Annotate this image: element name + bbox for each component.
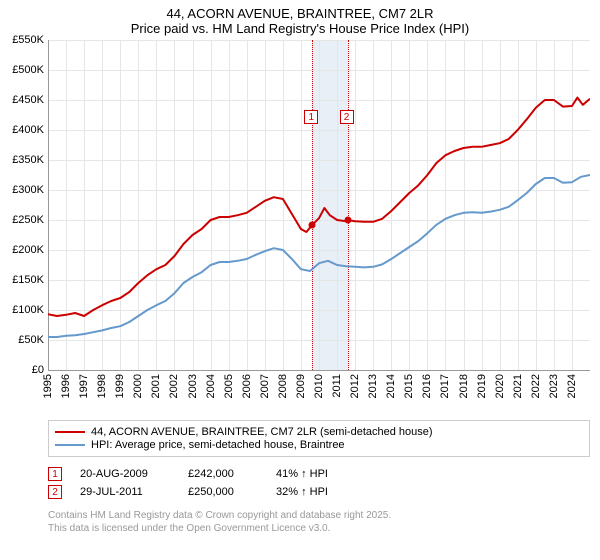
x-tick-label: 1997 [78,374,90,414]
event-table: 1 20-AUG-2009 £242,000 41% ↑ HPI 2 29-JUL-201… [48,463,590,503]
y-tick-label: £300K [0,184,44,196]
x-axis-ticks: 1995199619971998199920002001200220032004… [48,374,590,418]
legend-item: HPI: Average price, semi-detached house,… [55,439,583,451]
x-tick-label: 2013 [367,374,379,414]
x-tick-label: 2011 [331,374,343,414]
x-axis [48,370,590,371]
x-tick-label: 2012 [349,374,361,414]
event-date: 29-JUL-2011 [80,486,170,498]
event-price: £250,000 [188,486,258,498]
x-tick-label: 2022 [530,374,542,414]
x-tick-label: 1999 [114,374,126,414]
legend-swatch [55,444,85,446]
attribution: Contains HM Land Registry data © Crown c… [48,509,590,535]
x-tick-label: 2008 [277,374,289,414]
x-tick-label: 2001 [150,374,162,414]
event-row: 2 29-JUL-2011 £250,000 32% ↑ HPI [48,485,590,499]
sale-dot [309,221,316,228]
chart-area: £0£50K£100K£150K£200K£250K£300K£350K£400… [48,40,590,418]
series-svg [48,40,590,370]
event-marker-box: 1 [48,467,62,481]
event-delta: 41% ↑ HPI [276,468,328,480]
event-price: £242,000 [188,468,258,480]
x-tick-label: 2020 [494,374,506,414]
y-tick-label: £50K [0,334,44,346]
x-tick-label: 2015 [403,374,415,414]
x-tick-label: 2024 [566,374,578,414]
legend-swatch [55,431,85,433]
series-hpi [48,175,590,337]
x-tick-label: 2005 [223,374,235,414]
title-line-2: Price paid vs. HM Land Registry's House … [0,21,600,36]
x-tick-label: 2000 [132,374,144,414]
y-tick-label: £550K [0,34,44,46]
x-tick-label: 2006 [241,374,253,414]
y-tick-label: £0 [0,364,44,376]
x-tick-label: 2019 [476,374,488,414]
attribution-line-2: This data is licensed under the Open Gov… [48,522,590,535]
event-row: 1 20-AUG-2009 £242,000 41% ↑ HPI [48,467,590,481]
y-tick-label: £150K [0,274,44,286]
x-tick-label: 2004 [205,374,217,414]
x-tick-label: 2016 [421,374,433,414]
legend: 44, ACORN AVENUE, BRAINTREE, CM7 2LR (se… [48,420,590,457]
x-tick-label: 2023 [548,374,560,414]
title-line-1: 44, ACORN AVENUE, BRAINTREE, CM7 2LR [0,6,600,21]
x-tick-label: 2009 [295,374,307,414]
legend-label: 44, ACORN AVENUE, BRAINTREE, CM7 2LR (se… [91,426,433,438]
x-tick-label: 2007 [259,374,271,414]
plot-region: £0£50K£100K£150K£200K£250K£300K£350K£400… [48,40,590,370]
attribution-line-1: Contains HM Land Registry data © Crown c… [48,509,590,522]
x-tick-label: 2014 [385,374,397,414]
x-tick-label: 1995 [42,374,54,414]
y-tick-label: £450K [0,94,44,106]
chart-title: 44, ACORN AVENUE, BRAINTREE, CM7 2LR Pri… [0,0,600,36]
sale-dot [344,217,351,224]
y-tick-label: £250K [0,214,44,226]
x-tick-label: 2018 [458,374,470,414]
x-tick-label: 1998 [96,374,108,414]
y-tick-label: £350K [0,154,44,166]
y-tick-label: £200K [0,244,44,256]
legend-item: 44, ACORN AVENUE, BRAINTREE, CM7 2LR (se… [55,426,583,438]
x-tick-label: 2003 [187,374,199,414]
y-tick-label: £500K [0,64,44,76]
y-tick-label: £400K [0,124,44,136]
x-tick-label: 1996 [60,374,72,414]
y-tick-label: £100K [0,304,44,316]
event-delta: 32% ↑ HPI [276,486,328,498]
event-date: 20-AUG-2009 [80,468,170,480]
x-tick-label: 2010 [313,374,325,414]
x-tick-label: 2002 [168,374,180,414]
x-tick-label: 2017 [439,374,451,414]
event-marker-box: 2 [48,485,62,499]
legend-label: HPI: Average price, semi-detached house,… [91,439,345,451]
x-tick-label: 2021 [512,374,524,414]
